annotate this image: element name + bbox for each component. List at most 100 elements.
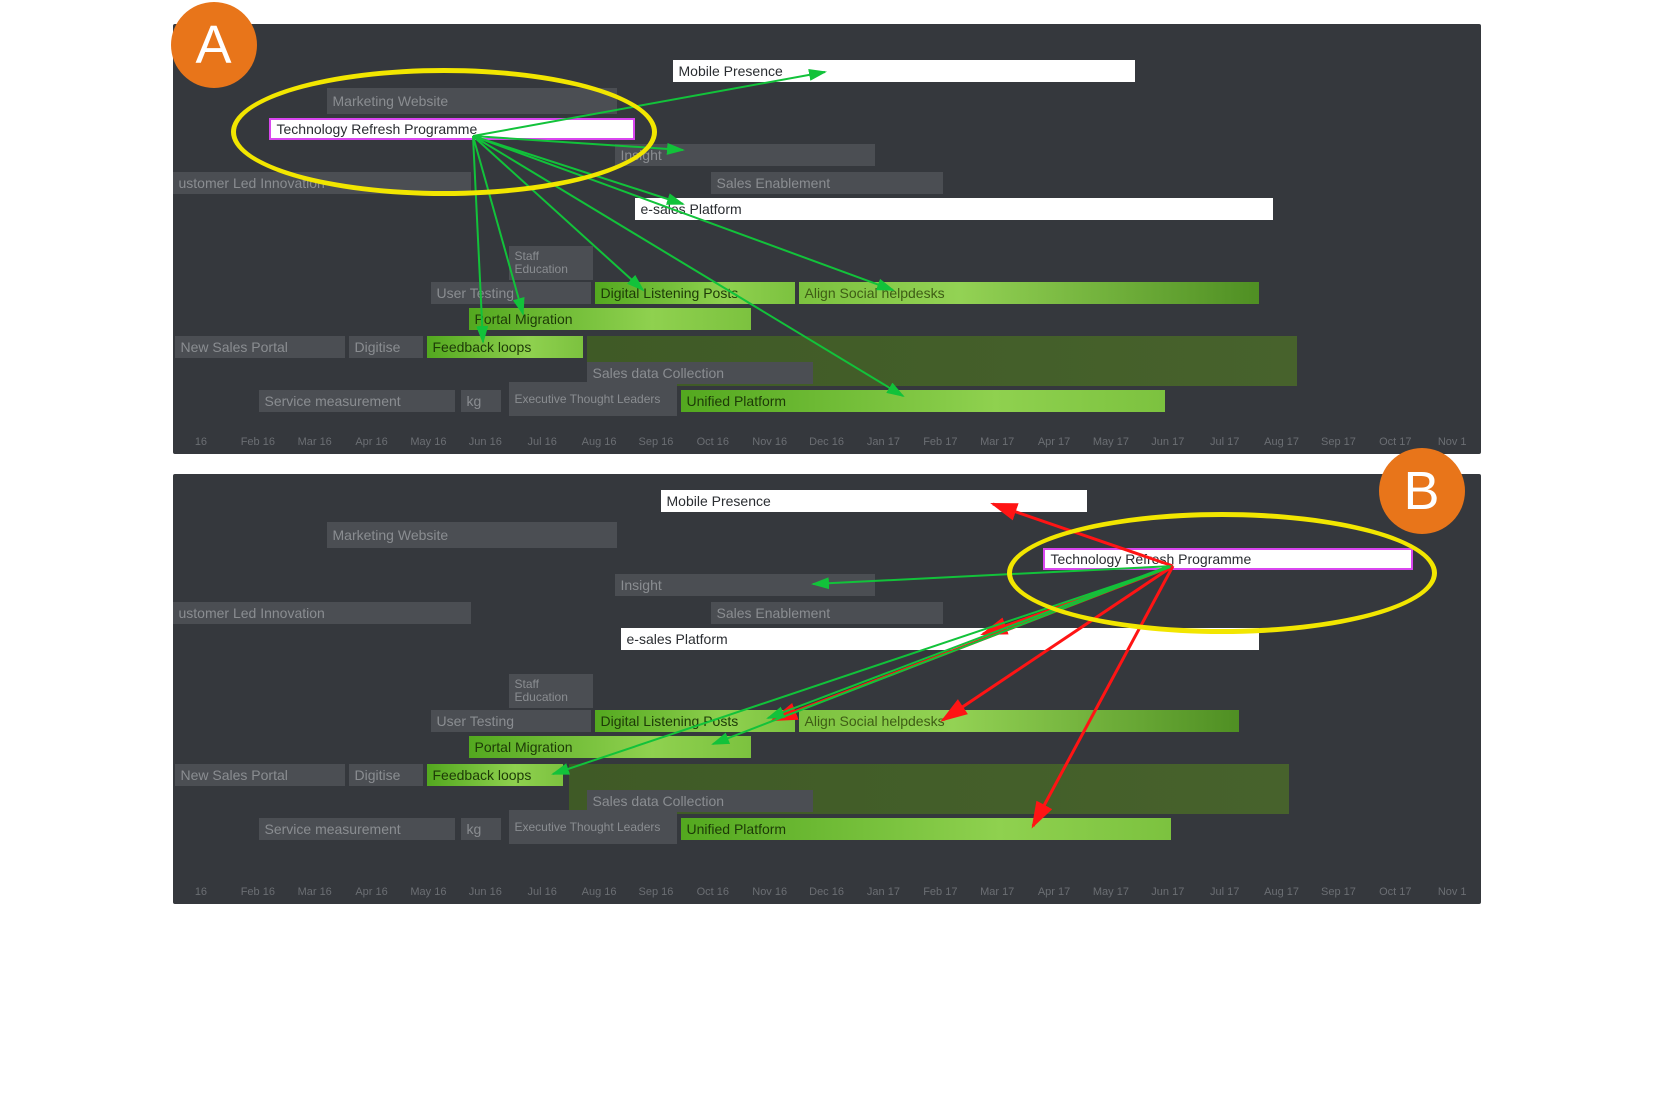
timeline-tick: Aug 16	[571, 436, 628, 448]
bar-label: e-sales Platform	[641, 201, 742, 217]
bar-label: kg	[467, 393, 482, 409]
timeline-tick: Jun 16	[457, 886, 514, 898]
annotation-badge-B: B	[1379, 448, 1465, 534]
badge-label: B	[1403, 460, 1439, 522]
bar-kg[interactable]: kg	[461, 818, 501, 840]
bar-label: e-sales Platform	[627, 631, 728, 647]
bar-label: Marketing Website	[333, 93, 449, 109]
bar-e-sales-platform[interactable]: e-sales Platform	[635, 198, 1273, 220]
bar-technology-refresh[interactable]: Technology Refresh Programme	[269, 118, 635, 140]
bar-executive-thought[interactable]: Executive Thought Leaders	[509, 382, 677, 416]
bar-digital-listening[interactable]: Digital Listening Posts	[595, 282, 795, 304]
bar-digitise[interactable]: Digitise	[349, 336, 423, 358]
timeline-tick: Jun 16	[457, 436, 514, 448]
bar-label: Sales Enablement	[717, 175, 831, 191]
timeline-tick: Feb 17	[912, 436, 969, 448]
bar-label: Unified Platform	[687, 393, 787, 409]
bar-align-social-helpdesks[interactable]: Align Social helpdesks	[799, 282, 1259, 304]
bar-executive-thought[interactable]: Executive Thought Leaders	[509, 810, 677, 844]
bar-label: Feedback loops	[433, 767, 532, 783]
bar-staff-education[interactable]: Staff Education	[509, 246, 593, 280]
bar-label: Align Social helpdesks	[805, 713, 945, 729]
bar-kg[interactable]: kg	[461, 390, 501, 412]
bar-label: Staff Education	[515, 250, 587, 276]
bar-label: Feedback loops	[433, 339, 532, 355]
timeline-tick: Apr 16	[343, 886, 400, 898]
timeline-tick: Jan 17	[855, 886, 912, 898]
timeline-tick: Nov 16	[741, 436, 798, 448]
bar-mobile-presence[interactable]: Mobile Presence	[673, 60, 1135, 82]
bar-sales-data-collection[interactable]: Sales data Collection	[587, 790, 813, 812]
timeline-tick: Jul 17	[1196, 436, 1253, 448]
bar-staff-education[interactable]: Staff Education	[509, 674, 593, 708]
bar-label: Staff Education	[515, 678, 587, 704]
bar-sales-data-collection[interactable]: Sales data Collection	[587, 362, 813, 384]
timeline-tick: Apr 17	[1026, 886, 1083, 898]
bar-mobile-presence[interactable]: Mobile Presence	[661, 490, 1087, 512]
bar-label: ustomer Led Innovation	[179, 605, 325, 621]
bar-label: Sales Enablement	[717, 605, 831, 621]
bar-sales-enablement[interactable]: Sales Enablement	[711, 602, 943, 624]
bar-label: Technology Refresh Programme	[277, 121, 478, 137]
bar-label: User Testing	[437, 285, 515, 301]
gantt-panel-A: Mobile Presence Marketing Website Technolo…	[173, 24, 1481, 454]
timeline-tick: Dec 16	[798, 886, 855, 898]
bar-align-social-helpdesks[interactable]: Align Social helpdesks	[799, 710, 1239, 732]
bar-e-sales-platform[interactable]: e-sales Platform	[621, 628, 1259, 650]
bar-label: Digital Listening Posts	[601, 713, 739, 729]
bar-customer-led-innovation[interactable]: ustomer Led Innovation	[173, 172, 471, 194]
timeline-tick: May 17	[1083, 886, 1140, 898]
timeline-tick: Nov 16	[741, 886, 798, 898]
bar-service-measurement[interactable]: Service measurement	[259, 818, 455, 840]
bar-label: Service measurement	[265, 393, 401, 409]
timeline-tick: Nov 1	[1424, 436, 1481, 448]
timeline-tick: Aug 16	[571, 886, 628, 898]
bar-new-sales-portal[interactable]: New Sales Portal	[175, 336, 345, 358]
bar-label: Portal Migration	[475, 739, 573, 755]
bar-user-testing[interactable]: User Testing	[431, 710, 591, 732]
bar-label: Insight	[621, 147, 662, 163]
bar-label: Portal Migration	[475, 311, 573, 327]
timeline-tick: Jul 17	[1196, 886, 1253, 898]
timeline-tick: 16	[173, 886, 230, 898]
bar-customer-led-innovation[interactable]: ustomer Led Innovation	[173, 602, 471, 624]
bar-service-measurement[interactable]: Service measurement	[259, 390, 455, 412]
timeline-tick: Sep 16	[628, 436, 685, 448]
timeline-tick: May 16	[400, 436, 457, 448]
timeline-tick: Jul 16	[514, 436, 571, 448]
timeline-tick: Sep 16	[628, 886, 685, 898]
bar-digitise[interactable]: Digitise	[349, 764, 423, 786]
timeline-tick: Aug 17	[1253, 886, 1310, 898]
timeline-axis: 16Feb 16Mar 16Apr 16May 16Jun 16Jul 16Au…	[173, 886, 1481, 898]
bar-label: kg	[467, 821, 482, 837]
bar-label: Mobile Presence	[667, 493, 771, 509]
bar-feedback-loops[interactable]: Feedback loops	[427, 764, 563, 786]
bar-label: Digitise	[355, 339, 401, 355]
badge-label: A	[195, 14, 231, 76]
bar-technology-refresh[interactable]: Technology Refresh Programme	[1043, 548, 1413, 570]
bar-marketing-website[interactable]: Marketing Website	[327, 88, 617, 114]
bar-new-sales-portal[interactable]: New Sales Portal	[175, 764, 345, 786]
timeline-tick: Jul 16	[514, 886, 571, 898]
bar-label: Technology Refresh Programme	[1051, 551, 1252, 567]
bar-insight[interactable]: Insight	[615, 574, 875, 596]
bar-unified-platform[interactable]: Unified Platform	[681, 390, 1165, 412]
timeline-tick: Aug 17	[1253, 436, 1310, 448]
bar-insight[interactable]: Insight	[615, 144, 875, 166]
bar-feedback-loops[interactable]: Feedback loops	[427, 336, 583, 358]
bar-label: Executive Thought Leaders	[515, 821, 661, 834]
bar-unified-platform[interactable]: Unified Platform	[681, 818, 1171, 840]
timeline-tick: Mar 17	[969, 436, 1026, 448]
bar-sales-enablement[interactable]: Sales Enablement	[711, 172, 943, 194]
timeline-tick: Jun 17	[1139, 436, 1196, 448]
bar-label: Unified Platform	[687, 821, 787, 837]
gantt-panel-B: Mobile Presence Marketing Website Technolo…	[173, 474, 1481, 904]
bar-user-testing[interactable]: User Testing	[431, 282, 591, 304]
bar-label: ustomer Led Innovation	[179, 175, 325, 191]
timeline-tick: Oct 16	[684, 436, 741, 448]
bar-marketing-website[interactable]: Marketing Website	[327, 522, 617, 548]
bar-digital-listening[interactable]: Digital Listening Posts	[595, 710, 795, 732]
bar-portal-migration[interactable]: Portal Migration	[469, 736, 751, 758]
bar-label: Service measurement	[265, 821, 401, 837]
bar-portal-migration[interactable]: Portal Migration	[469, 308, 751, 330]
